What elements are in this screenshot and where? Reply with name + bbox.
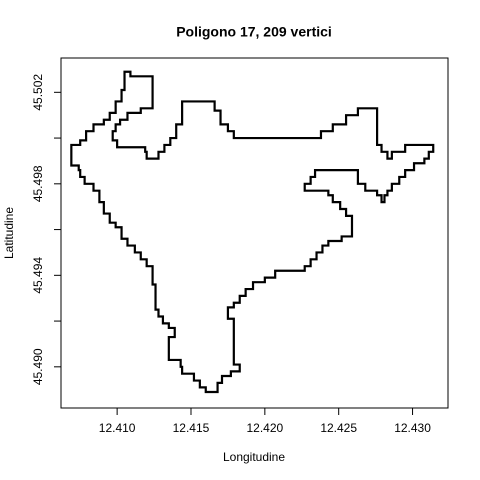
x-tick-label: 12.410 bbox=[99, 421, 136, 435]
chart-title: Poligono 17, 209 vertici bbox=[176, 24, 332, 40]
x-axis-label: Longitudine bbox=[223, 450, 285, 464]
y-axis-label: Latitudine bbox=[2, 207, 16, 259]
polygon-outline bbox=[70, 70, 435, 394]
y-tick-label: 45.490 bbox=[31, 348, 45, 385]
y-tick-label: 45.498 bbox=[31, 165, 45, 202]
plot-frame bbox=[60, 57, 449, 409]
x-tick-label: 12.420 bbox=[246, 421, 283, 435]
x-tick-label: 12.430 bbox=[394, 421, 431, 435]
y-tick-label: 45.494 bbox=[31, 257, 45, 294]
x-tick-label: 12.425 bbox=[320, 421, 357, 435]
x-tick-label: 12.415 bbox=[173, 421, 210, 435]
y-tick-label: 45.502 bbox=[31, 74, 45, 111]
